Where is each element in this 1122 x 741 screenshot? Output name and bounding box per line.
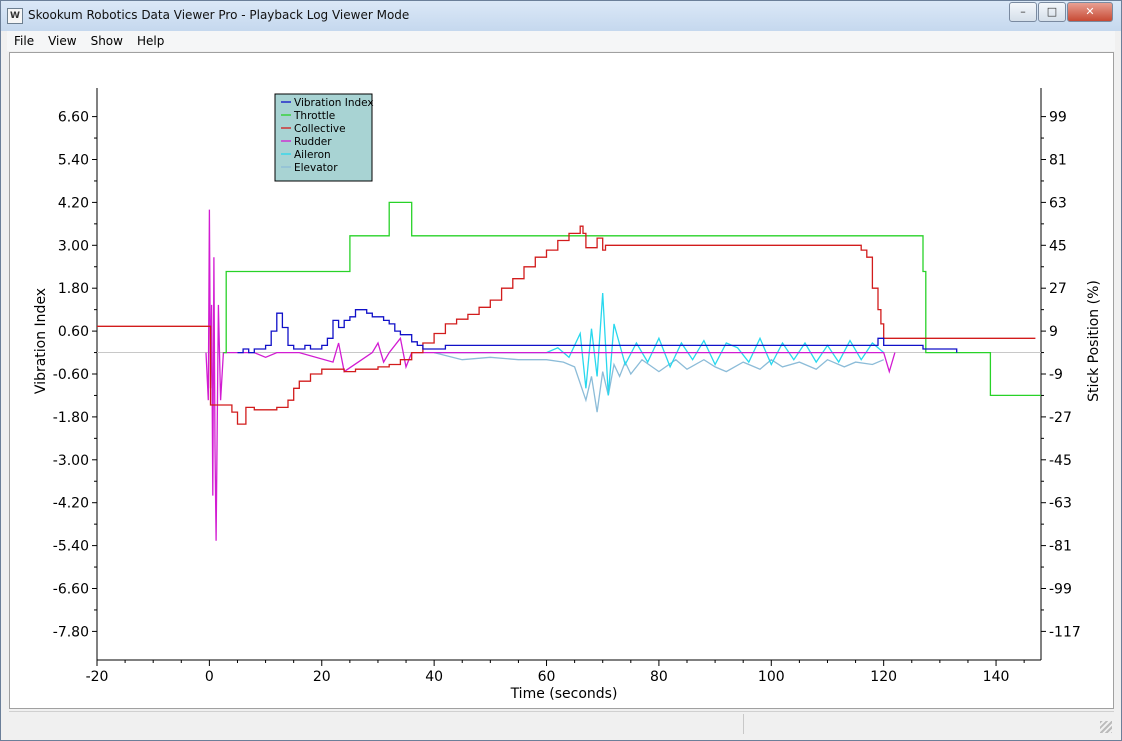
y2-tick-label: -63	[1049, 496, 1072, 512]
window-controls: – □ ✕	[1008, 2, 1113, 22]
y-tick-label: -3.00	[53, 453, 89, 469]
y2-tick-label: -81	[1049, 539, 1072, 555]
status-bar	[9, 711, 1114, 735]
y-tick-label: 0.60	[58, 324, 89, 340]
x-tick-label: 0	[205, 669, 214, 685]
series-line-throttle	[223, 201, 1041, 397]
menu-show[interactable]: Show	[90, 34, 123, 48]
window-title: Skookum Robotics Data Viewer Pro - Playb…	[28, 8, 410, 22]
x-tick-label: 60	[538, 669, 556, 685]
status-separator	[743, 714, 744, 734]
y2-tick-label: -27	[1049, 410, 1072, 426]
y-tick-label: -0.60	[53, 367, 89, 383]
y2-axis-label: Stick Position (%)	[1086, 280, 1102, 402]
y2-tick-label: 9	[1049, 324, 1058, 340]
x-tick-label: 140	[983, 669, 1010, 685]
y-tick-label: -4.20	[53, 496, 89, 512]
legend-label-rudder: Rudder	[294, 136, 332, 148]
y2-tick-label: 63	[1049, 195, 1067, 211]
menu-help[interactable]: Help	[136, 34, 165, 48]
menu-bar: File View Show Help	[7, 31, 1115, 51]
legend-label-vibration-index: Vibration Index	[294, 97, 374, 109]
series-line-vibration-index	[237, 309, 958, 354]
x-tick-label: 20	[313, 669, 331, 685]
chart-legend: Vibration IndexThrottleCollectiveRudderA…	[274, 93, 374, 182]
x-tick-label: 120	[870, 669, 897, 685]
menu-view[interactable]: View	[48, 34, 77, 48]
y2-tick-label: -9	[1049, 367, 1063, 383]
title-bar[interactable]: W Skookum Robotics Data Viewer Pro - Pla…	[1, 1, 1121, 31]
app-logo-icon[interactable]: W	[7, 8, 23, 24]
x-tick-label: -20	[86, 669, 109, 685]
y-tick-label: 5.40	[58, 153, 89, 169]
y2-tick-label: -45	[1049, 453, 1072, 469]
close-button[interactable]: ✕	[1067, 2, 1113, 22]
y-tick-label: -1.80	[53, 410, 89, 426]
x-tick-label: 100	[758, 669, 785, 685]
legend-label-elevator: Elevator	[294, 162, 338, 174]
y2-tick-label: -99	[1049, 582, 1072, 598]
legend-box	[274, 93, 373, 182]
series-line-rudder	[205, 209, 896, 541]
chart-svg[interactable]: -20 0 20 40 60 80 100 120 140 6.60 5.40 4.20 3.00 1.8…	[10, 53, 1113, 708]
maximize-button[interactable]: □	[1038, 2, 1066, 22]
y-tick-label: -5.40	[53, 539, 89, 555]
y-axis-label: Vibration Index	[33, 288, 49, 394]
y-tick-label: 1.80	[58, 281, 89, 297]
y2-tick-label: 27	[1049, 281, 1067, 297]
x-tick-label: 80	[650, 669, 668, 685]
resize-grip-icon[interactable]	[1100, 721, 1112, 733]
series-line-collective	[97, 225, 1036, 425]
menu-file[interactable]: File	[14, 34, 35, 48]
series-line-elevator	[433, 351, 884, 413]
y-tick-label: 6.60	[58, 110, 89, 126]
y-tick-label: 4.20	[58, 195, 89, 211]
chart-series	[97, 201, 1041, 541]
legend-label-aileron: Aileron	[294, 149, 331, 161]
x-axis-label: Time (seconds)	[510, 686, 618, 702]
chart-axes: -20 0 20 40 60 80 100 120 140 6.60 5.40 4.20 3.00 1.8…	[53, 110, 1081, 685]
y-tick-label: -6.60	[53, 582, 89, 598]
legend-label-throttle: Throttle	[293, 110, 335, 122]
chart-panel[interactable]: -20 0 20 40 60 80 100 120 140 6.60 5.40 4.20 3.00 1.8…	[9, 52, 1114, 709]
y2-tick-label: 81	[1049, 153, 1067, 169]
x-tick-label: 40	[425, 669, 443, 685]
plot-frame	[96, 88, 1042, 661]
series-line-aileron	[434, 292, 885, 396]
legend-label-collective: Collective	[294, 123, 346, 135]
y2-tick-label: 99	[1049, 110, 1067, 126]
y2-tick-label: -117	[1049, 624, 1081, 640]
y2-tick-label: 45	[1049, 238, 1067, 254]
y-tick-label: 3.00	[58, 238, 89, 254]
y-tick-label: -7.80	[53, 624, 89, 640]
minimize-button[interactable]: –	[1009, 2, 1037, 22]
